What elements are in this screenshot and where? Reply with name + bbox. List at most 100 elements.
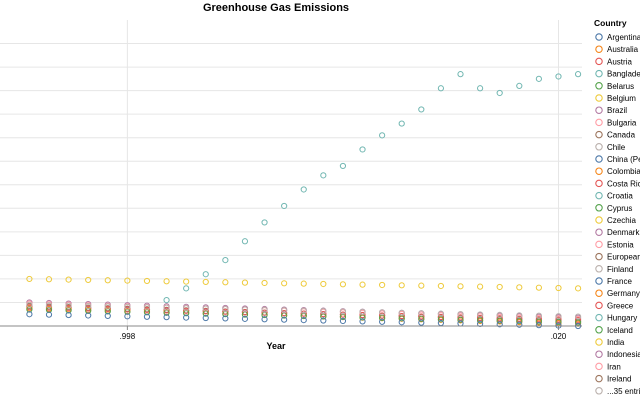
legend-symbol [595, 277, 603, 285]
data-point [496, 283, 503, 291]
data-point [535, 322, 542, 329]
x-tick-label: .020 [551, 332, 567, 341]
legend-label: Cyprus [607, 204, 632, 213]
data-point [85, 302, 92, 310]
data-point [398, 282, 405, 289]
data-point [359, 318, 366, 325]
data-point [202, 308, 209, 315]
data-point-highlight [320, 172, 327, 179]
data-point [574, 317, 582, 324]
data-point [163, 314, 170, 321]
data-point [496, 321, 503, 328]
data-point-highlight [163, 297, 170, 304]
data-point [124, 277, 131, 284]
data-point [163, 278, 170, 285]
legend-label: Ireland [607, 375, 631, 384]
data-point [477, 314, 484, 321]
data-point [26, 301, 33, 308]
data-point [574, 313, 582, 320]
data-point [516, 317, 523, 325]
legend-symbol [595, 69, 603, 78]
data-point [85, 312, 92, 319]
data-point [104, 277, 111, 284]
data-point-highlight [418, 106, 425, 113]
legend-symbol [595, 82, 603, 90]
legend-label: Canada [607, 131, 636, 140]
data-point [516, 284, 523, 291]
legend-label: Germany [607, 289, 640, 298]
data-point [535, 318, 542, 325]
legend-symbol [595, 167, 603, 175]
data-point [104, 312, 111, 320]
data-point [65, 311, 72, 319]
data-point [26, 311, 33, 318]
data-point [359, 308, 366, 316]
data-point [26, 275, 33, 283]
legend-symbol [595, 155, 603, 163]
legend-label: Indonesia [607, 350, 640, 359]
legend-label: Australia [607, 45, 639, 54]
data-point [222, 305, 229, 313]
data-point [359, 281, 366, 288]
legend-symbol [595, 228, 603, 236]
data-point-highlight [300, 186, 307, 193]
data-point [300, 310, 307, 317]
data-point-highlight [477, 85, 484, 92]
data-point [535, 284, 542, 291]
data-point [555, 284, 562, 292]
data-point [555, 316, 562, 323]
data-point-highlight [516, 82, 523, 90]
legend-label: Belgium [607, 94, 636, 103]
legend-symbol [595, 338, 603, 346]
data-point [281, 280, 288, 287]
legend-label: China (Pe [607, 155, 640, 164]
legend-symbol [595, 33, 603, 41]
data-point-highlight [359, 146, 366, 153]
data-point [183, 278, 190, 285]
legend-label: Banglade [607, 70, 640, 79]
data-point-highlight [183, 285, 190, 292]
data-point [163, 307, 170, 314]
legend-symbol [595, 326, 603, 334]
data-point [281, 307, 288, 314]
legend-label: Iran [607, 362, 621, 371]
legend-symbol [595, 94, 603, 102]
data-point [45, 311, 53, 318]
data-point [339, 281, 347, 288]
legend-symbol [595, 191, 603, 200]
data-point [202, 278, 209, 286]
data-point [457, 283, 464, 290]
legend-label: Brazil [607, 106, 627, 115]
data-point [143, 304, 151, 311]
legend-label: Colombia [607, 167, 640, 176]
data-point [65, 302, 72, 309]
data-point-highlight [398, 120, 405, 127]
data-point [222, 308, 229, 315]
data-point [143, 277, 151, 285]
data-point [183, 314, 190, 321]
data-point [281, 310, 288, 317]
legend-label: Hungary [607, 314, 637, 323]
legend-label: Chile [607, 143, 626, 152]
legend-label: Croatia [607, 192, 633, 201]
data-point [535, 312, 542, 319]
data-point [45, 302, 53, 309]
data-point [300, 317, 307, 324]
legend-symbol [595, 350, 603, 358]
data-point [477, 311, 484, 318]
data-point [457, 320, 464, 327]
legend-label: Czechia [607, 216, 636, 225]
legend-symbol [595, 106, 603, 114]
data-point [437, 282, 445, 290]
data-point [300, 307, 307, 314]
data-point [535, 316, 542, 323]
legend-symbol [595, 362, 603, 371]
data-point [418, 313, 425, 320]
data-point [183, 305, 190, 312]
legend-label: European [607, 253, 640, 262]
data-point [85, 276, 92, 284]
chart-title: Greenhouse Gas Emissions [203, 2, 349, 14]
data-point [124, 313, 131, 320]
data-point [320, 308, 327, 315]
legend-title: Country [594, 18, 627, 28]
